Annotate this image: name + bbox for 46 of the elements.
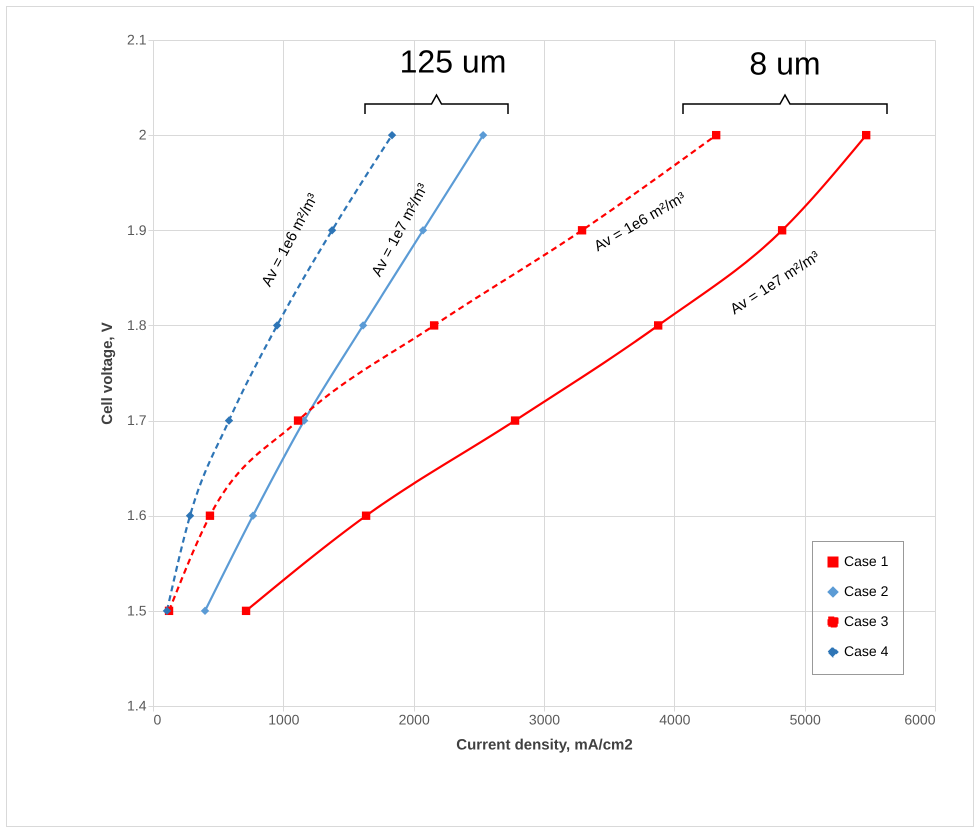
point xyxy=(248,512,258,520)
y-tick-label: 1.7 xyxy=(127,412,147,428)
x-tick-label: 5000 xyxy=(790,712,821,728)
point xyxy=(328,226,336,234)
x-tick-label: 2000 xyxy=(398,712,430,728)
point xyxy=(294,416,302,425)
y-axis-title: Cell voltage, V xyxy=(99,322,116,425)
x-tick-label: 0 xyxy=(154,712,162,728)
point xyxy=(206,512,214,520)
point xyxy=(358,321,368,330)
y-tick-label: 1.6 xyxy=(127,507,147,524)
legend-label: Case 2 xyxy=(844,583,889,599)
y-tick-label: 1.8 xyxy=(127,316,147,333)
point xyxy=(712,130,720,140)
x-axis-title: Current density, mA/cm2 xyxy=(456,736,633,754)
y-tick-label: 2 xyxy=(138,126,147,143)
point xyxy=(510,416,520,425)
point xyxy=(362,512,370,520)
point xyxy=(186,512,194,520)
point xyxy=(224,416,234,425)
point xyxy=(654,321,662,330)
point xyxy=(578,226,586,234)
legend-label: Case 1 xyxy=(844,553,889,569)
point xyxy=(778,226,786,234)
y-tick-label: 1.4 xyxy=(127,698,147,714)
annotation: Av = 1e7 m²/m³ xyxy=(368,180,432,280)
x-tick-label: 4000 xyxy=(659,712,691,728)
point xyxy=(200,606,210,616)
annotation: 8 um xyxy=(749,46,821,82)
point xyxy=(418,226,428,234)
point xyxy=(242,606,250,616)
annotation: Av = 1e6 m²/m³ xyxy=(258,190,322,290)
point xyxy=(388,130,396,140)
annotation: 125 um xyxy=(400,44,506,80)
x-tick-label: 1000 xyxy=(268,712,300,728)
point xyxy=(862,130,870,140)
point xyxy=(272,321,282,330)
x-tick-label: 3000 xyxy=(528,712,560,728)
x-tick-label: 6000 xyxy=(904,712,936,728)
point xyxy=(430,321,438,330)
point xyxy=(478,130,488,140)
legend-label: Case 3 xyxy=(844,613,889,629)
legend-label: Case 4 xyxy=(844,643,889,659)
y-tick-label: 2.1 xyxy=(127,32,147,48)
y-tick-label: 1.5 xyxy=(127,602,147,618)
y-tick-label: 1.9 xyxy=(127,222,147,238)
